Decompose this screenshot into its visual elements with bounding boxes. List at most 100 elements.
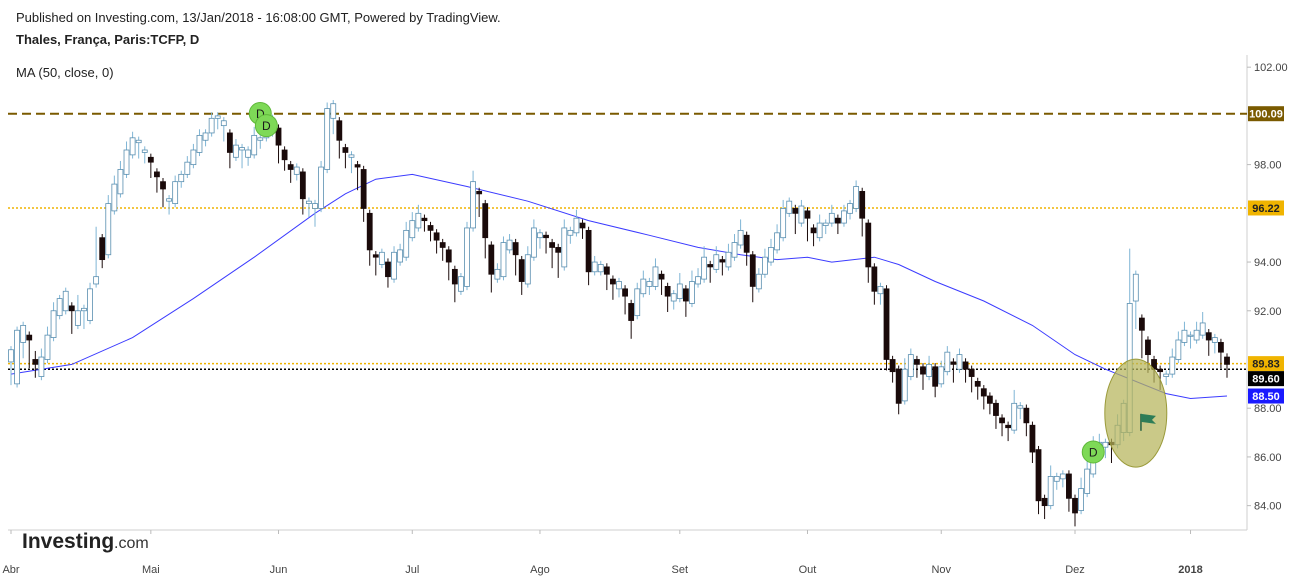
candle[interactable] [634,282,641,320]
candle[interactable] [239,143,245,169]
candle[interactable] [99,234,106,269]
candle[interactable] [50,302,57,342]
candle[interactable] [768,238,774,266]
candle[interactable] [962,358,969,383]
candle[interactable] [324,102,331,174]
candle[interactable] [184,156,191,179]
candle[interactable] [178,170,185,188]
candle[interactable] [567,226,574,244]
candle[interactable] [74,294,81,330]
candle[interactable] [616,277,622,298]
candle[interactable] [755,268,762,293]
candle[interactable] [658,270,665,295]
candle[interactable] [293,163,300,181]
candle[interactable] [956,348,963,373]
candle[interactable] [907,348,914,381]
candle[interactable] [1005,421,1012,442]
candle[interactable] [20,321,27,359]
candle[interactable] [537,229,543,249]
candle[interactable] [1017,402,1024,420]
candle[interactable] [707,260,714,283]
candle[interactable] [1059,470,1066,488]
candle[interactable] [433,229,440,254]
moving-average-line[interactable] [10,173,1228,400]
candle[interactable] [421,214,428,232]
candle[interactable] [920,363,926,390]
candle[interactable] [561,219,568,271]
candle[interactable] [695,268,701,288]
candle[interactable] [1169,348,1176,378]
candle[interactable] [312,199,318,227]
candle[interactable] [366,209,373,266]
candle[interactable] [1193,321,1200,344]
candle[interactable] [968,365,975,393]
candle[interactable] [1224,353,1230,378]
candle[interactable] [385,258,391,288]
candle[interactable] [14,326,20,388]
candle[interactable] [482,199,489,259]
event-marker[interactable]: D [254,114,278,138]
candle[interactable] [993,399,999,429]
candle[interactable] [281,146,288,171]
candle[interactable] [549,238,556,269]
candle[interactable] [725,243,732,271]
candle[interactable] [719,255,726,276]
investing-logo[interactable]: Investing .com [22,530,149,553]
candle[interactable] [664,282,671,312]
candle[interactable] [500,236,507,281]
candle[interactable] [524,246,531,288]
candle[interactable] [932,363,939,398]
candle[interactable] [1175,331,1182,364]
candle[interactable] [451,265,458,303]
candle[interactable] [597,260,604,276]
candle[interactable] [38,348,45,381]
candle[interactable] [877,282,884,305]
candle[interactable] [360,165,367,222]
candle[interactable] [999,414,1005,437]
candle[interactable] [938,360,945,388]
candle[interactable] [87,282,93,325]
candle[interactable] [828,204,835,227]
candle[interactable] [853,180,860,213]
candle[interactable] [512,238,519,276]
candle[interactable] [32,350,39,378]
candle[interactable] [56,294,63,320]
candle[interactable] [251,126,258,159]
candle[interactable] [1047,465,1054,510]
candle[interactable] [804,207,811,242]
candle[interactable] [129,131,136,159]
candle[interactable] [342,143,349,169]
candle[interactable] [26,331,33,369]
candle[interactable] [901,358,908,405]
candle[interactable] [233,139,239,161]
candle[interactable] [749,251,756,303]
candle[interactable] [610,275,616,300]
candle[interactable] [105,195,112,259]
candle[interactable] [275,124,282,164]
candle[interactable] [488,241,495,293]
candle[interactable] [506,234,513,254]
candle[interactable] [1102,438,1109,459]
candle[interactable] [603,263,610,291]
candle[interactable] [1023,404,1030,437]
candle[interactable] [220,117,227,142]
candle[interactable] [640,270,647,298]
candle[interactable] [713,246,720,274]
candle[interactable] [1218,338,1224,369]
candle[interactable] [786,197,793,217]
candle[interactable] [1187,331,1194,349]
candle[interactable] [780,199,787,242]
candle[interactable] [1041,494,1048,520]
candle[interactable] [1205,329,1212,356]
candle[interactable] [135,136,142,159]
candle[interactable] [731,234,738,261]
candle[interactable] [123,141,130,179]
candle[interactable] [585,226,592,286]
candle[interactable] [883,285,890,371]
candle[interactable] [914,355,920,378]
candle[interactable] [257,134,264,149]
candle[interactable] [330,100,337,135]
candle[interactable] [427,221,434,242]
candle[interactable] [494,263,501,283]
